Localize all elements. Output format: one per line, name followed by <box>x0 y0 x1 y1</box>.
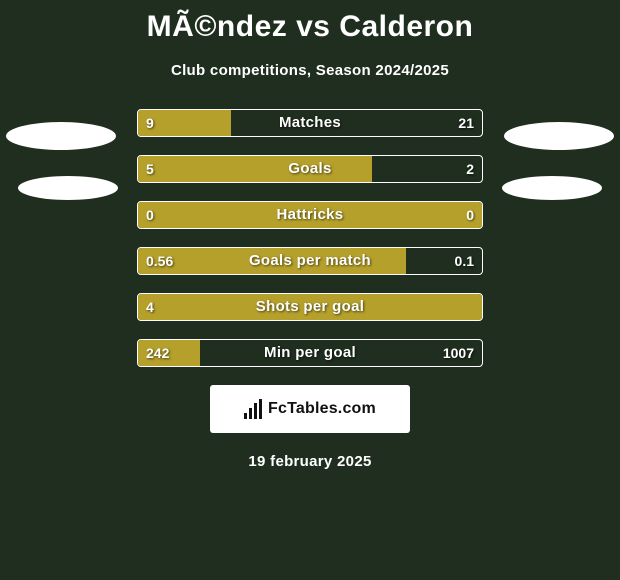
stat-bar: 0.560.1Goals per match <box>137 247 483 275</box>
source-logo: FcTables.com <box>210 385 410 433</box>
comparison-date: 19 february 2025 <box>0 453 620 470</box>
bar-chart-icon <box>244 399 262 419</box>
logo-text: FcTables.com <box>268 400 376 418</box>
stat-bar: 2421007Min per goal <box>137 339 483 367</box>
badge-left-primary <box>6 122 116 150</box>
stat-bar: 00Hattricks <box>137 201 483 229</box>
stat-bar: 52Goals <box>137 155 483 183</box>
bar-label: Min per goal <box>138 340 482 366</box>
stat-bar: 4Shots per goal <box>137 293 483 321</box>
stat-bar: 921Matches <box>137 109 483 137</box>
badge-right-secondary <box>502 176 602 200</box>
badge-right-primary <box>504 122 614 150</box>
stats-bars: 921Matches 52Goals 00Hattricks 0.560.1Goals… <box>137 109 483 367</box>
badge-left-secondary <box>18 176 118 200</box>
bar-label: Shots per goal <box>138 294 482 320</box>
bar-label: Hattricks <box>138 202 482 228</box>
comparison-title: MÃ©ndez vs Calderon <box>0 0 620 44</box>
bar-label: Goals <box>138 156 482 182</box>
bar-label: Matches <box>138 110 482 136</box>
bar-label: Goals per match <box>138 248 482 274</box>
comparison-subtitle: Club competitions, Season 2024/2025 <box>0 62 620 79</box>
